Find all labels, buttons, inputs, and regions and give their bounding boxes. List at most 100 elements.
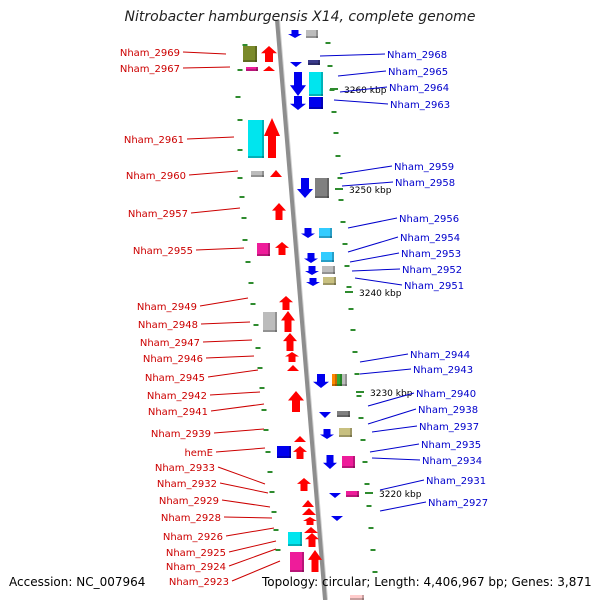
label-leader-line [210,403,265,412]
gene-label-nham-2946: Nham_2946 [143,354,203,365]
gene-feature-khaki [339,428,352,437]
gene-feature-magenta [246,67,258,71]
gene-arrow-forward [290,62,302,67]
label-leader-line [347,217,398,229]
gene-label-nham-2923: Nham_2923 [169,577,229,588]
label-leader-line [190,207,241,214]
gene-feature-magenta [257,243,270,256]
position-tick [342,243,348,245]
label-leader-line [182,51,227,55]
gene-label-nham-2927: Nham_2927 [428,498,488,509]
scale-label: 3260 kbp [344,86,387,96]
gene-label-nham-2969: Nham_2969 [120,48,180,59]
gene-arrow-forward [290,72,306,96]
label-leader-line [207,369,259,378]
label-leader-line [347,236,399,253]
label-leader-line [213,428,265,434]
label-leader-line [359,368,412,375]
label-leader-line [319,53,386,57]
scale-label: 3240 kbp [359,289,402,299]
gene-label-nham-2956: Nham_2956 [399,214,459,225]
label-leader-line [221,499,271,508]
position-tick [239,196,245,198]
position-tick [340,221,346,223]
gene-arrow-reverse [294,436,306,442]
position-tick [259,387,265,389]
gene-label-nham-2945: Nham_2945 [145,373,205,384]
position-tick [241,217,247,219]
position-tick [245,261,251,263]
gene-label-nham-2944: Nham_2944 [410,350,470,361]
label-leader-line [349,252,400,263]
gene-label-nham-2928: Nham_2928 [161,513,221,524]
gene-label-nham-2937: Nham_2937 [419,422,479,433]
position-tick [362,461,368,463]
position-tick [335,155,341,157]
gene-feature-cyan [309,72,323,96]
label-leader-line [209,391,261,396]
position-tick [242,44,248,46]
label-leader-line [195,247,245,251]
gene-feature-gray [263,312,277,332]
gene-arrow-reverse [275,242,289,255]
position-tick [358,417,364,419]
label-leader-line [371,457,421,461]
position-tick [372,571,378,573]
gene-feature-cyan [288,532,302,546]
gene-feature-navy [308,60,320,65]
label-leader-line [228,540,277,553]
gene-arrow-reverse [283,333,297,351]
gene-feature-cyan [319,228,332,238]
label-leader-line [217,466,266,485]
gene-label-nham-2931: Nham_2931 [426,476,486,487]
gene-label-nham-2924: Nham_2924 [166,562,226,573]
label-leader-line [188,170,239,176]
position-tick [360,439,366,441]
gene-arrow-forward [304,253,318,263]
position-tick [261,409,267,411]
gene-arrow-reverse [305,533,319,547]
label-leader-line [215,447,266,453]
gene-feature-blue [277,446,291,458]
label-leader-line [379,479,425,491]
gene-arrow-forward [329,493,341,498]
gene-label-nham-2929: Nham_2929 [159,496,219,507]
gene-arrow-reverse [304,527,318,533]
label-leader-line [339,86,388,93]
label-leader-line [333,99,389,105]
position-tick [354,373,360,375]
gene-feature-olive [243,46,257,62]
gene-feature-gray [251,171,264,177]
gene-label-nham-2959: Nham_2959 [394,162,454,173]
position-tick [253,324,259,326]
gene-label-nham-2939: Nham_2939 [151,429,211,440]
position-tick [250,303,256,305]
gene-feature-darkgray [337,411,350,417]
position-tick [269,491,275,493]
position-tick [364,483,370,485]
label-leader-line [341,181,394,187]
position-tick [248,282,254,284]
gene-arrow-reverse [270,170,282,177]
gene-feature-cyan [248,120,264,158]
accession-text: Accession: NC_007964 [9,575,146,589]
position-tick [267,471,273,473]
gene-arrow-forward [331,516,343,521]
gene-label-nham-2960: Nham_2960 [126,171,186,182]
gene-arrow-reverse [297,478,311,491]
gene-label-nham-2961: Nham_2961 [124,135,184,146]
gene-feature-magenta [346,491,359,497]
label-leader-line [351,268,401,272]
label-leader-line [359,353,409,363]
label-leader-line [354,277,403,286]
label-leader-line [337,70,387,77]
gene-label-nham-2952: Nham_2952 [402,265,462,276]
gene-label-nham-2940: Nham_2940 [416,389,476,400]
label-leader-line [186,136,235,140]
position-tick [366,505,372,507]
label-leader-line [371,425,418,433]
label-leader-line [182,66,231,69]
position-tick [237,69,243,71]
genome-summary-text: Topology: circular; Length: 4,406,967 bp… [262,575,592,589]
